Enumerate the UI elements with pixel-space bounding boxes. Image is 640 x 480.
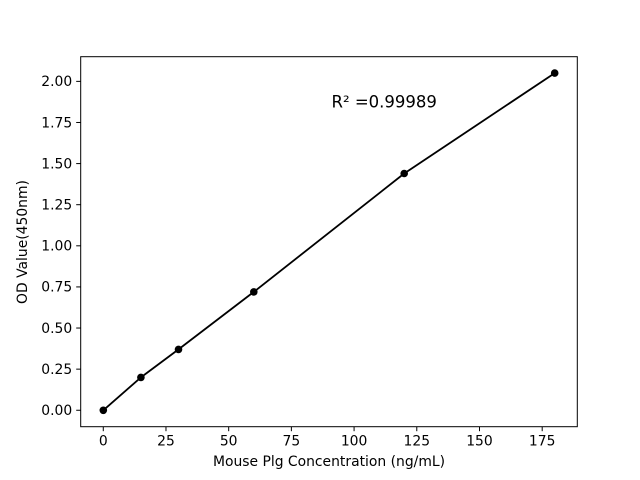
data-point <box>400 169 409 178</box>
y-tick-label: 0.00 <box>41 403 72 419</box>
x-tick-label: 150 <box>466 434 493 450</box>
data-line <box>102 72 556 412</box>
data-point <box>250 288 258 296</box>
x-tick-label: 50 <box>220 434 238 450</box>
y-tick-label: 1.25 <box>41 198 72 214</box>
plot-border <box>80 56 578 428</box>
data-point <box>99 406 108 415</box>
y-axis-label: OD Value(450nm) <box>15 180 31 304</box>
y-tick-label: 2.00 <box>41 74 72 90</box>
data-point <box>174 345 183 354</box>
y-tick-label: 1.50 <box>41 156 72 172</box>
data-point <box>137 373 145 382</box>
data-point <box>550 69 559 77</box>
x-tick-label: 175 <box>529 434 556 450</box>
x-tick-label: 75 <box>283 434 301 450</box>
y-tick-label: 0.50 <box>41 321 72 337</box>
y-tick-label: 1.75 <box>41 115 72 131</box>
x-tick-label: 125 <box>404 434 431 450</box>
x-tick-label: 25 <box>157 434 175 450</box>
y-tick-label: 1.00 <box>41 239 72 255</box>
r-squared-annotation: R² =0.99989 <box>332 93 437 112</box>
y-tick-label: 0.25 <box>41 362 72 378</box>
x-tick-label: 100 <box>341 434 368 450</box>
y-tick-label: 0.75 <box>41 280 72 296</box>
x-tick-label: 0 <box>99 434 108 450</box>
x-axis-label: Mouse Plg Concentration (ng/mL) <box>213 454 445 470</box>
